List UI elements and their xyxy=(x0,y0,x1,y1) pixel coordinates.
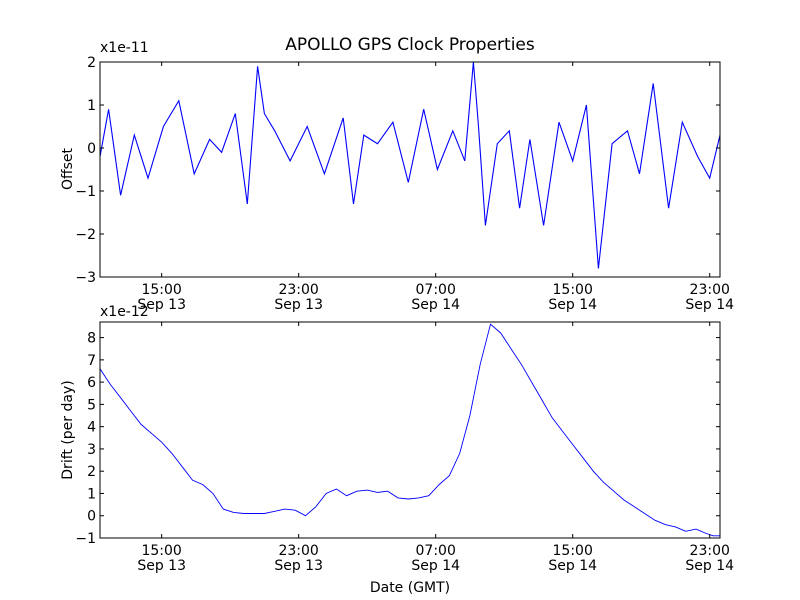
drift-xtick-time-label: 23:00 xyxy=(690,543,730,559)
drift-multiplier: x1e-12 xyxy=(100,304,149,320)
figure-title: APOLLO GPS Clock Properties xyxy=(285,35,535,55)
offset-xtick-time-label: 07:00 xyxy=(416,282,456,298)
drift-xtick-date-label: Sep 13 xyxy=(137,558,186,574)
offset-series-line xyxy=(100,62,720,269)
drift-ytick-label: 6 xyxy=(87,375,96,391)
drift-xtick-date-label: Sep 13 xyxy=(274,558,323,574)
drift-xlabel: Date (GMT) xyxy=(370,580,450,596)
drift-xtick-time-label: 07:00 xyxy=(416,543,456,559)
offset-xtick-date-label: Sep 14 xyxy=(685,297,734,313)
offset-ytick-label: 1 xyxy=(87,98,96,114)
offset-xtick-date-label: Sep 13 xyxy=(274,297,323,313)
drift-ytick-label: −1 xyxy=(75,531,96,547)
offset-multiplier: x1e-11 xyxy=(100,40,149,56)
offset-ylabel: Offset xyxy=(60,147,76,190)
drift-xtick-date-label: Sep 14 xyxy=(685,558,734,574)
offset-xtick-date-label: Sep 13 xyxy=(137,297,186,313)
offset-xtick-date-label: Sep 14 xyxy=(548,297,597,313)
drift-panel: Drift (per day) x1e-12 Date (GMT) −10123… xyxy=(60,304,734,596)
drift-ytick-label: 4 xyxy=(87,420,96,436)
offset-xtick-time-label: 23:00 xyxy=(278,282,318,298)
drift-xtick-time-label: 23:00 xyxy=(278,543,318,559)
offset-xtick-time-label: 23:00 xyxy=(690,282,730,298)
drift-ytick-label: 2 xyxy=(87,464,96,480)
drift-xtick-date-label: Sep 14 xyxy=(548,558,597,574)
drift-xtick-time-label: 15:00 xyxy=(141,543,181,559)
drift-xtick-time-label: 15:00 xyxy=(553,543,593,559)
offset-ytick-label: −3 xyxy=(75,270,96,286)
drift-ytick-label: 5 xyxy=(87,397,96,413)
offset-xtick-time-label: 15:00 xyxy=(553,282,593,298)
drift-ytick-label: 8 xyxy=(87,331,96,347)
drift-ylabel: Drift (per day) xyxy=(60,380,76,479)
drift-series-line xyxy=(100,323,720,537)
offset-ytick-label: 2 xyxy=(87,55,96,71)
drift-xtick-date-label: Sep 14 xyxy=(411,558,460,574)
drift-ytick-label: 1 xyxy=(87,486,96,502)
offset-axes-frame xyxy=(99,61,721,278)
drift-ytick-label: 7 xyxy=(87,353,96,369)
drift-ytick-label: 0 xyxy=(87,509,96,525)
offset-xtick-time-label: 15:00 xyxy=(141,282,181,298)
drift-axes-frame xyxy=(99,321,721,539)
offset-ytick-label: −2 xyxy=(75,227,96,243)
offset-xtick-date-label: Sep 14 xyxy=(411,297,460,313)
offset-ytick-label: −1 xyxy=(75,184,96,200)
offset-ytick-label: 0 xyxy=(87,141,96,157)
drift-ytick-label: 3 xyxy=(87,442,96,458)
